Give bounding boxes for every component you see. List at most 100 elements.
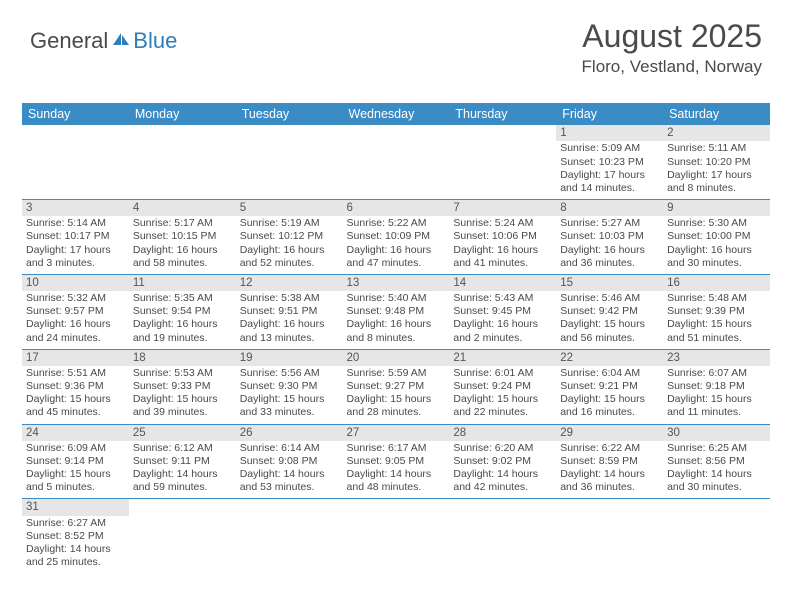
sunrise-line: Sunrise: 6:07 AM	[667, 367, 766, 380]
day-number: 29	[556, 425, 663, 441]
location: Floro, Vestland, Norway	[582, 57, 762, 77]
calendar-row: 24Sunrise: 6:09 AMSunset: 9:14 PMDayligh…	[22, 424, 770, 499]
logo-sail-icon	[111, 31, 131, 47]
day-number: 11	[129, 275, 236, 291]
daylight-line: Daylight: 15 hours and 45 minutes.	[26, 393, 125, 419]
day-number: 9	[663, 200, 770, 216]
sunset-line: Sunset: 9:48 PM	[347, 305, 446, 318]
sunrise-line: Sunrise: 5:59 AM	[347, 367, 446, 380]
sunrise-line: Sunrise: 6:20 AM	[453, 442, 552, 455]
calendar-cell: 30Sunrise: 6:25 AMSunset: 8:56 PMDayligh…	[663, 424, 770, 499]
sunrise-line: Sunrise: 5:19 AM	[240, 217, 339, 230]
sunset-line: Sunset: 9:14 PM	[26, 455, 125, 468]
calendar-cell	[236, 499, 343, 573]
calendar-cell: 20Sunrise: 5:59 AMSunset: 9:27 PMDayligh…	[343, 349, 450, 424]
sunset-line: Sunset: 8:52 PM	[26, 530, 125, 543]
weekday-header: Thursday	[449, 103, 556, 125]
sunrise-line: Sunrise: 5:43 AM	[453, 292, 552, 305]
weekday-header: Sunday	[22, 103, 129, 125]
calendar-cell: 9Sunrise: 5:30 AMSunset: 10:00 PMDayligh…	[663, 199, 770, 274]
day-number: 14	[449, 275, 556, 291]
day-number: 28	[449, 425, 556, 441]
day-number: 24	[22, 425, 129, 441]
calendar-cell: 10Sunrise: 5:32 AMSunset: 9:57 PMDayligh…	[22, 274, 129, 349]
sunrise-line: Sunrise: 5:46 AM	[560, 292, 659, 305]
sunset-line: Sunset: 9:33 PM	[133, 380, 232, 393]
calendar-row: 10Sunrise: 5:32 AMSunset: 9:57 PMDayligh…	[22, 274, 770, 349]
calendar-cell: 3Sunrise: 5:14 AMSunset: 10:17 PMDayligh…	[22, 199, 129, 274]
calendar-cell	[129, 125, 236, 199]
weekday-header: Monday	[129, 103, 236, 125]
daylight-line: Daylight: 16 hours and 8 minutes.	[347, 318, 446, 344]
sunset-line: Sunset: 9:08 PM	[240, 455, 339, 468]
calendar-row: 3Sunrise: 5:14 AMSunset: 10:17 PMDayligh…	[22, 199, 770, 274]
daylight-line: Daylight: 16 hours and 52 minutes.	[240, 244, 339, 270]
day-number: 1	[556, 125, 663, 141]
calendar-cell: 22Sunrise: 6:04 AMSunset: 9:21 PMDayligh…	[556, 349, 663, 424]
month-title: August 2025	[582, 18, 762, 55]
day-number: 6	[343, 200, 450, 216]
daylight-line: Daylight: 17 hours and 3 minutes.	[26, 244, 125, 270]
calendar-cell: 8Sunrise: 5:27 AMSunset: 10:03 PMDayligh…	[556, 199, 663, 274]
sunrise-line: Sunrise: 6:14 AM	[240, 442, 339, 455]
logo-text-blue: Blue	[133, 28, 177, 54]
day-number: 26	[236, 425, 343, 441]
daylight-line: Daylight: 15 hours and 11 minutes.	[667, 393, 766, 419]
day-number: 20	[343, 350, 450, 366]
calendar-cell	[129, 499, 236, 573]
sunset-line: Sunset: 9:45 PM	[453, 305, 552, 318]
sunset-line: Sunset: 9:02 PM	[453, 455, 552, 468]
calendar-row: 17Sunrise: 5:51 AMSunset: 9:36 PMDayligh…	[22, 349, 770, 424]
daylight-line: Daylight: 16 hours and 30 minutes.	[667, 244, 766, 270]
day-number: 31	[22, 499, 129, 515]
calendar-cell	[449, 125, 556, 199]
sunset-line: Sunset: 9:42 PM	[560, 305, 659, 318]
calendar-cell	[343, 125, 450, 199]
daylight-line: Daylight: 16 hours and 58 minutes.	[133, 244, 232, 270]
calendar-cell	[236, 125, 343, 199]
daylight-line: Daylight: 14 hours and 53 minutes.	[240, 468, 339, 494]
sunrise-line: Sunrise: 5:17 AM	[133, 217, 232, 230]
sunrise-line: Sunrise: 5:11 AM	[667, 142, 766, 155]
sunrise-line: Sunrise: 5:53 AM	[133, 367, 232, 380]
calendar-cell: 13Sunrise: 5:40 AMSunset: 9:48 PMDayligh…	[343, 274, 450, 349]
sunrise-line: Sunrise: 5:30 AM	[667, 217, 766, 230]
logo: General Blue	[30, 28, 177, 54]
calendar-cell: 11Sunrise: 5:35 AMSunset: 9:54 PMDayligh…	[129, 274, 236, 349]
sunset-line: Sunset: 9:36 PM	[26, 380, 125, 393]
day-number: 27	[343, 425, 450, 441]
weekday-header-row: SundayMondayTuesdayWednesdayThursdayFrid…	[22, 103, 770, 125]
sunset-line: Sunset: 10:03 PM	[560, 230, 659, 243]
day-number: 19	[236, 350, 343, 366]
sunset-line: Sunset: 9:24 PM	[453, 380, 552, 393]
daylight-line: Daylight: 14 hours and 30 minutes.	[667, 468, 766, 494]
header: General Blue August 2025 Floro, Vestland…	[0, 0, 792, 95]
calendar-body: 1Sunrise: 5:09 AMSunset: 10:23 PMDayligh…	[22, 125, 770, 573]
sunset-line: Sunset: 9:21 PM	[560, 380, 659, 393]
sunrise-line: Sunrise: 5:35 AM	[133, 292, 232, 305]
sunrise-line: Sunrise: 5:40 AM	[347, 292, 446, 305]
sunrise-line: Sunrise: 5:56 AM	[240, 367, 339, 380]
day-number: 22	[556, 350, 663, 366]
calendar-row: 1Sunrise: 5:09 AMSunset: 10:23 PMDayligh…	[22, 125, 770, 199]
sunset-line: Sunset: 10:12 PM	[240, 230, 339, 243]
sunset-line: Sunset: 8:56 PM	[667, 455, 766, 468]
calendar-row: 31Sunrise: 6:27 AMSunset: 8:52 PMDayligh…	[22, 499, 770, 573]
daylight-line: Daylight: 17 hours and 8 minutes.	[667, 169, 766, 195]
day-number: 10	[22, 275, 129, 291]
calendar-cell: 14Sunrise: 5:43 AMSunset: 9:45 PMDayligh…	[449, 274, 556, 349]
calendar-cell: 7Sunrise: 5:24 AMSunset: 10:06 PMDayligh…	[449, 199, 556, 274]
sunset-line: Sunset: 10:15 PM	[133, 230, 232, 243]
sunrise-line: Sunrise: 6:12 AM	[133, 442, 232, 455]
day-number: 15	[556, 275, 663, 291]
day-number: 25	[129, 425, 236, 441]
daylight-line: Daylight: 14 hours and 25 minutes.	[26, 543, 125, 569]
sunset-line: Sunset: 10:06 PM	[453, 230, 552, 243]
sunrise-line: Sunrise: 5:51 AM	[26, 367, 125, 380]
calendar-cell: 27Sunrise: 6:17 AMSunset: 9:05 PMDayligh…	[343, 424, 450, 499]
sunset-line: Sunset: 9:39 PM	[667, 305, 766, 318]
calendar-cell	[343, 499, 450, 573]
day-number: 7	[449, 200, 556, 216]
day-number: 21	[449, 350, 556, 366]
sunset-line: Sunset: 9:11 PM	[133, 455, 232, 468]
